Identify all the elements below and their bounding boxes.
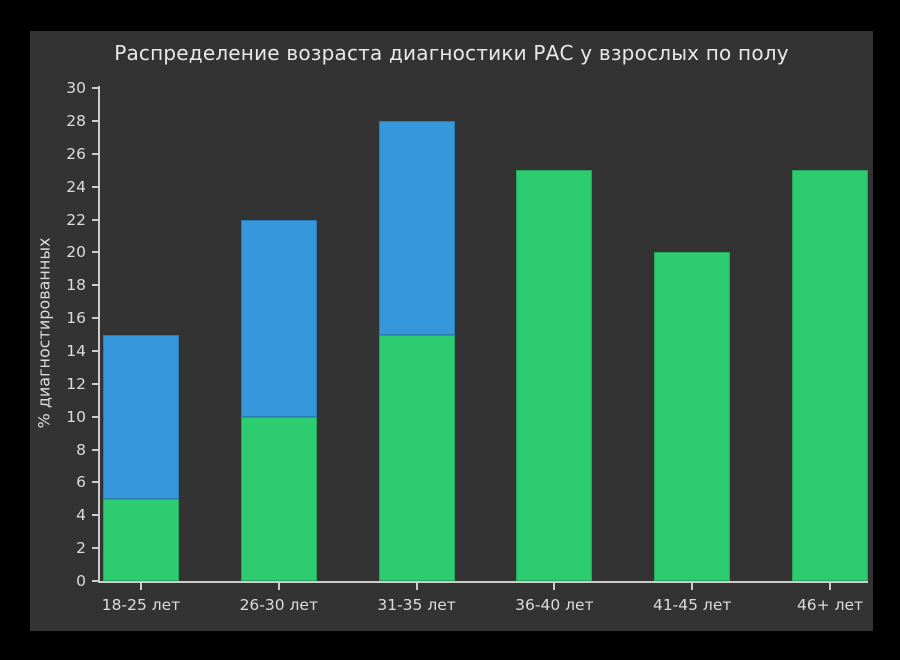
y-tick-mark <box>92 349 99 352</box>
x-tick-label: 18-25 лет <box>101 596 181 614</box>
y-tick-mark <box>92 185 99 188</box>
x-tick-mark <box>829 583 831 590</box>
y-tick-label: 2 <box>76 539 86 558</box>
y-tick-label: 24 <box>66 177 86 196</box>
y-tick-mark <box>92 152 99 155</box>
y-tick-mark <box>92 251 99 254</box>
bar-segment-series-blue <box>103 335 179 499</box>
x-tick-label: 46+ лет <box>796 596 864 614</box>
chart-title: Распределение возраста диагностики РАС у… <box>114 41 789 65</box>
bar-segment-series-blue <box>241 220 317 417</box>
y-tick-label: 22 <box>66 210 86 229</box>
y-tick-label: 18 <box>66 276 86 295</box>
y-tick-mark <box>92 580 99 582</box>
y-tick-label: 4 <box>76 506 86 525</box>
y-tick-label: 28 <box>66 111 86 130</box>
x-tick-label: 36-40 лет <box>515 596 594 614</box>
bar-segment-series-green <box>516 170 592 581</box>
y-tick-mark <box>92 284 99 287</box>
y-tick-mark <box>92 415 99 418</box>
y-tick-mark <box>92 119 99 122</box>
y-tick-label: 12 <box>66 374 86 393</box>
bar-segment-series-green <box>103 499 179 581</box>
x-tick-label: 41-45 лет <box>652 596 732 614</box>
bar-segment-series-green <box>241 417 317 581</box>
y-axis-label: % диагностированных <box>34 237 54 429</box>
x-tick-label: 26-30 лет <box>239 596 319 614</box>
figure: Распределение возраста диагностики РАС у… <box>30 31 873 631</box>
x-tick-mark <box>277 583 280 590</box>
bar-segment-series-blue <box>379 121 455 335</box>
y-tick-label: 8 <box>76 440 86 459</box>
bar-segment-series-green <box>792 170 868 581</box>
y-tick-label: 14 <box>66 341 86 360</box>
y-tick-mark <box>92 317 99 320</box>
y-tick-mark <box>92 382 99 385</box>
y-tick-label: 26 <box>66 144 86 163</box>
y-tick-mark <box>92 481 99 484</box>
y-tick-label: 16 <box>66 309 86 328</box>
x-tick-mark <box>691 583 694 590</box>
y-tick-mark <box>92 547 99 550</box>
y-tick-mark <box>92 514 99 517</box>
y-tick-mark <box>92 87 99 90</box>
x-tick-mark <box>553 583 556 590</box>
bar-segment-series-green <box>654 252 730 581</box>
bar-segment-series-green <box>379 335 455 581</box>
y-tick-label: 6 <box>76 473 86 492</box>
y-tick-mark <box>92 218 99 221</box>
y-tick-label: 0 <box>76 572 86 590</box>
x-tick-label: 31-35 лет <box>377 596 456 614</box>
y-tick-label: 20 <box>66 243 86 262</box>
x-tick-mark <box>140 583 142 590</box>
x-tick-mark <box>415 583 418 590</box>
y-tick-label: 30 <box>66 79 86 98</box>
y-tick-label: 10 <box>66 407 86 426</box>
plot-area <box>98 86 868 583</box>
y-tick-mark <box>92 448 99 451</box>
